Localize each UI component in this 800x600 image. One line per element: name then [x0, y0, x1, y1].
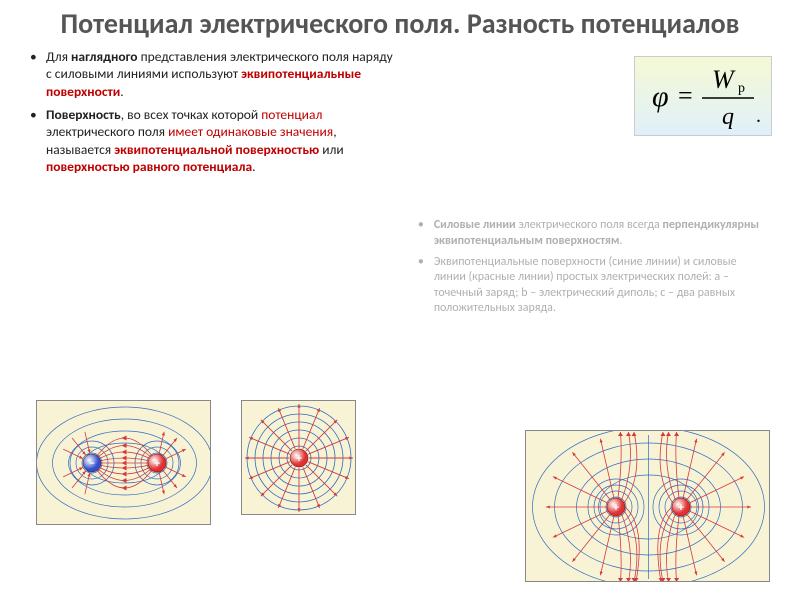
svg-text:+: + [678, 501, 684, 515]
svg-text:+: + [296, 452, 302, 466]
figure-two-positive: ++ [525, 430, 770, 582]
left-bullets: Для наглядного представления электрическ… [30, 48, 400, 175]
content-columns: Для наглядного представления электрическ… [0, 44, 800, 332]
left-column: Для наглядного представления электрическ… [30, 48, 400, 322]
bullet-item: Эквипотенциальные поверхности (синие лин… [418, 255, 770, 316]
page-title: Потенциал электрического поля. Разность … [0, 0, 800, 44]
svg-text:−: − [89, 457, 95, 471]
figure-point-charge: + [241, 400, 356, 515]
svg-text:+: + [613, 501, 619, 515]
figure-dipole: −+ [36, 400, 211, 525]
right-bullets: Силовые линии электрического поля всегда… [418, 218, 770, 316]
svg-text:+: + [154, 457, 160, 471]
bullet-item: Для наглядного представления электрическ… [30, 48, 400, 100]
figures-row: −+ + [36, 400, 356, 525]
right-column: Силовые линии электрического поля всегда… [418, 48, 770, 322]
bullet-item: Силовые линии электрического поля всегда… [418, 218, 770, 249]
bullet-item: Поверхность, во всех точках которой поте… [30, 106, 400, 175]
